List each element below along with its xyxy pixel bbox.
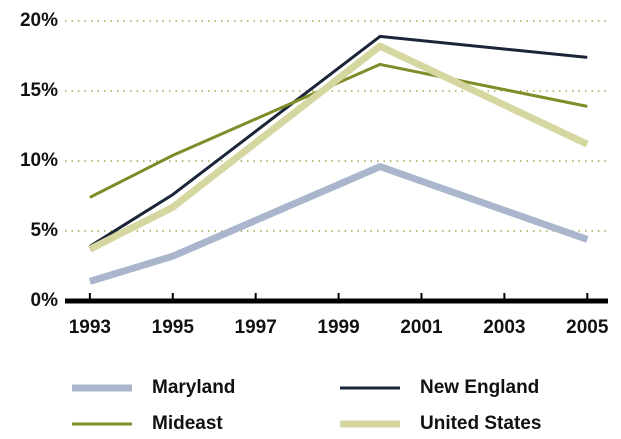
- x-tick-label: 2001: [400, 317, 443, 338]
- y-tick-label: 0%: [31, 290, 59, 311]
- series-line: [89, 62, 588, 199]
- legend-label: New England: [420, 377, 539, 398]
- x-tick-label: 1993: [69, 317, 111, 338]
- legend-label: Maryland: [152, 377, 235, 398]
- legend-label: United States: [420, 413, 541, 434]
- y-tick-label: 10%: [20, 150, 58, 171]
- series-line: [89, 34, 588, 248]
- series-line: [88, 42, 589, 253]
- y-tick-label: 5%: [31, 220, 59, 241]
- x-tick-label: 2005: [566, 317, 609, 338]
- x-tick-label: 1999: [317, 317, 359, 338]
- legend-label: Mideast: [152, 413, 223, 434]
- x-tick-label: 1997: [235, 317, 277, 338]
- series-line: [88, 163, 589, 285]
- x-tick-label: 2003: [483, 317, 525, 338]
- y-tick-label: 15%: [20, 80, 58, 101]
- x-tick-label: 1995: [152, 317, 195, 338]
- y-tick-label: 20%: [20, 10, 58, 31]
